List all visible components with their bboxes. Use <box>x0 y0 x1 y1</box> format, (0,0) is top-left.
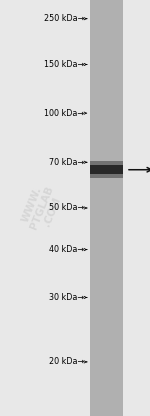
Text: 40 kDa→: 40 kDa→ <box>49 245 84 254</box>
Text: 50 kDa→: 50 kDa→ <box>49 203 84 213</box>
Text: WWW.
PTGLAB
.COM: WWW. PTGLAB .COM <box>19 181 65 235</box>
Text: 70 kDa→: 70 kDa→ <box>49 158 84 167</box>
Bar <box>90 174 123 181</box>
Text: 250 kDa→: 250 kDa→ <box>44 14 84 23</box>
Bar <box>90 161 123 178</box>
Text: 100 kDa→: 100 kDa→ <box>44 109 84 118</box>
Text: 30 kDa→: 30 kDa→ <box>49 293 84 302</box>
Bar <box>90 0 123 416</box>
Text: 20 kDa→: 20 kDa→ <box>49 357 84 366</box>
Bar <box>90 159 123 165</box>
Text: 150 kDa→: 150 kDa→ <box>44 60 84 69</box>
